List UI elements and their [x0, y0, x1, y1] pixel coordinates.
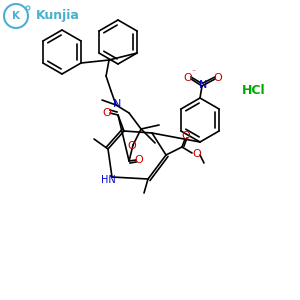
- Text: O: O: [182, 131, 190, 141]
- Text: HN: HN: [100, 175, 116, 185]
- Text: HCl: HCl: [242, 83, 266, 97]
- Text: O: O: [214, 73, 222, 83]
- Text: O: O: [193, 149, 201, 159]
- Text: O: O: [184, 73, 192, 83]
- Text: N: N: [113, 99, 121, 109]
- Text: ⁻: ⁻: [192, 68, 196, 76]
- Text: K: K: [12, 11, 20, 21]
- Text: O: O: [128, 141, 136, 151]
- Text: O: O: [103, 108, 111, 118]
- Text: N: N: [199, 80, 207, 90]
- Text: Kunjia: Kunjia: [36, 10, 80, 22]
- Text: O: O: [135, 155, 143, 165]
